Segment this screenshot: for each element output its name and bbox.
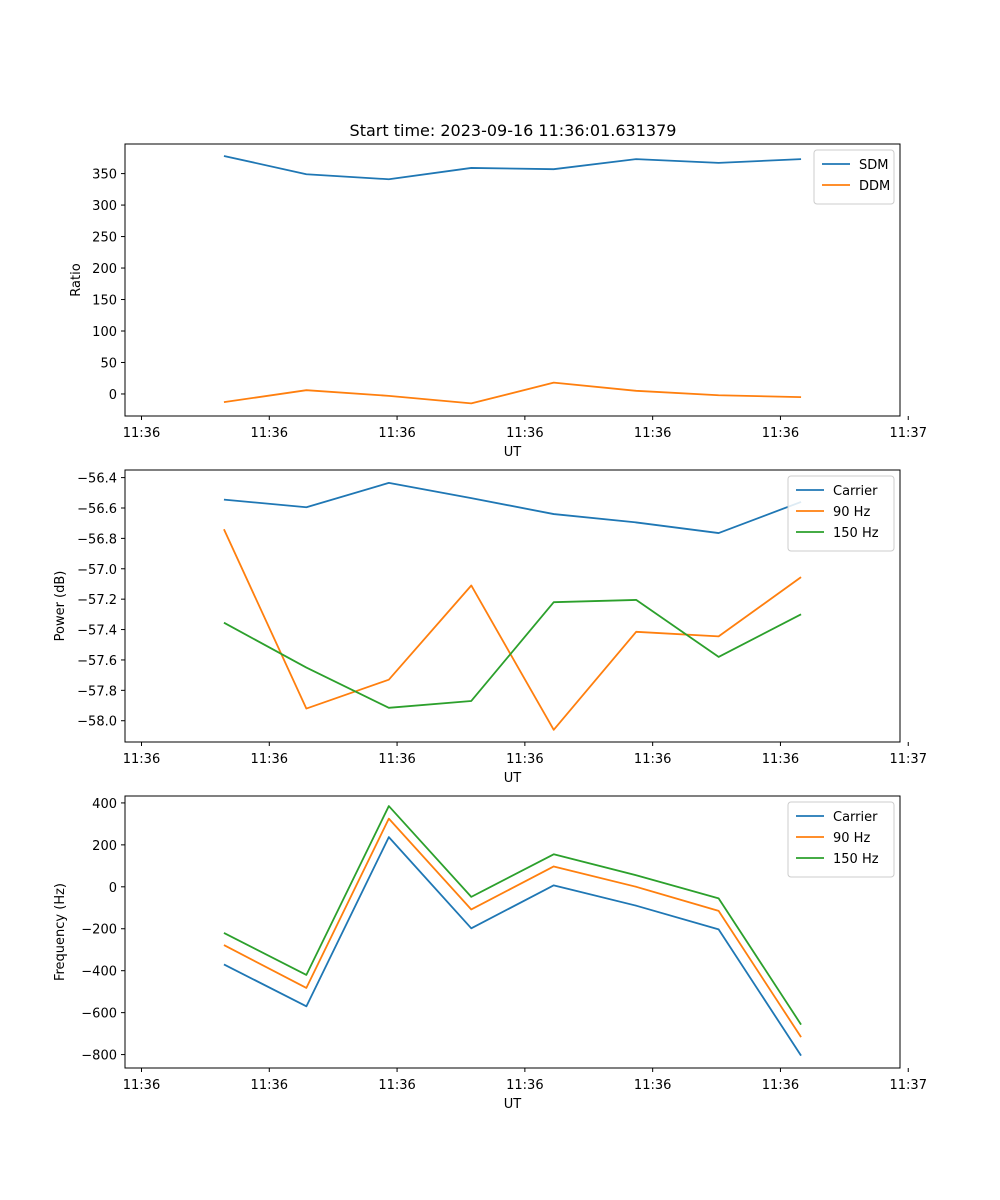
- x-tick-label: 11:36: [634, 1078, 671, 1093]
- x-tick-label: 11:36: [762, 426, 799, 441]
- y-tick-label: −57.4: [77, 624, 117, 639]
- y-tick-label: −57.8: [77, 684, 117, 699]
- legend: Carrier 90 Hz 150 Hz: [787, 475, 895, 552]
- y-tick-label: 250: [92, 231, 117, 246]
- x-tick-label: 11:36: [378, 752, 415, 767]
- x-tick-label: 11:36: [634, 426, 671, 441]
- legend-label: 90 Hz: [833, 505, 870, 520]
- legend: SDM DDM: [813, 149, 895, 205]
- y-tick-label: 300: [92, 199, 117, 214]
- x-axis-label: UT: [504, 1097, 522, 1112]
- x-tick-label: 11:36: [251, 1078, 288, 1093]
- x-tick-label: 11:36: [123, 426, 160, 441]
- x-tick-label: 11:36: [251, 752, 288, 767]
- legend-label: 150 Hz: [833, 526, 879, 541]
- legend: Carrier 90 Hz 150 Hz: [787, 801, 895, 878]
- y-tick-label: 50: [100, 356, 117, 371]
- x-tick-label: 11:36: [634, 752, 671, 767]
- series-line-carrier: [223, 482, 802, 534]
- x-tick-label: 11:36: [506, 1078, 543, 1093]
- legend-label: Carrier: [833, 484, 878, 499]
- y-tick-label: 350: [92, 168, 117, 183]
- x-axis-label: UT: [504, 445, 522, 460]
- legend-label: Carrier: [833, 810, 878, 825]
- y-tick-label: 0: [109, 881, 117, 896]
- legend-label: DDM: [859, 179, 890, 194]
- x-tick-label: 11:36: [378, 1078, 415, 1093]
- x-tick-label: 11:36: [251, 426, 288, 441]
- x-tick-label: 11:37: [890, 426, 927, 441]
- x-axis-label: UT: [504, 771, 522, 786]
- charts: 0 50 100 150 200 250 300 350 11:36 11:36 11:36 11:3…: [53, 143, 927, 1112]
- y-tick-label: 0: [109, 388, 117, 403]
- axes-frame: [124, 469, 901, 743]
- y-tick-label: −200: [81, 923, 117, 938]
- y-tick-label: −56.4: [77, 472, 117, 487]
- series-line-ddm: [223, 381, 802, 405]
- legend-label: SDM: [859, 158, 888, 173]
- y-tick-label: −400: [81, 965, 117, 980]
- series-line-carrier: [223, 836, 802, 1057]
- y-tick-label: −57.6: [77, 654, 117, 669]
- series-line-150-hz: [223, 805, 802, 1026]
- y-tick-label: −57.0: [77, 563, 117, 578]
- y-tick-label: −56.8: [77, 532, 117, 547]
- axes-frame: [124, 795, 901, 1069]
- series-line-sdm: [223, 155, 802, 181]
- x-tick-label: 11:36: [123, 1078, 160, 1093]
- y-axis-label: Power (dB): [53, 571, 68, 642]
- axes-frame: [124, 143, 901, 417]
- y-tick-label: −56.6: [77, 502, 117, 517]
- y-axis-label: Frequency (Hz): [53, 883, 68, 981]
- y-tick-label: 100: [92, 325, 117, 340]
- chart-2: −58.0 −57.8 −57.6 −57.4 −57.2 −57.0 −56.8 −56.6…: [53, 469, 927, 786]
- y-tick-label: 150: [92, 294, 117, 309]
- y-tick-label: 200: [92, 839, 117, 854]
- legend-label: 150 Hz: [833, 852, 879, 867]
- y-tick-label: 200: [92, 262, 117, 277]
- y-tick-label: −57.2: [77, 593, 117, 608]
- figure-title: Start time: 2023-09-16 11:36:01.631379: [350, 121, 677, 140]
- chart-3: −800 −600 −400 −200 0 200 400 11:36 11:36 11:36 11…: [53, 795, 927, 1112]
- series-line-150-hz: [223, 599, 802, 709]
- y-tick-label: −58.0: [77, 715, 117, 730]
- x-tick-label: 11:36: [762, 752, 799, 767]
- y-tick-label: −600: [81, 1007, 117, 1022]
- x-tick-label: 11:36: [123, 752, 160, 767]
- x-tick-label: 11:36: [506, 752, 543, 767]
- y-tick-label: 400: [92, 797, 117, 812]
- series-line-90-hz: [223, 528, 802, 731]
- x-tick-label: 11:37: [890, 752, 927, 767]
- x-tick-label: 11:36: [762, 1078, 799, 1093]
- x-tick-label: 11:36: [378, 426, 415, 441]
- series-line-90-hz: [223, 817, 802, 1038]
- x-tick-label: 11:37: [890, 1078, 927, 1093]
- chart-1: 0 50 100 150 200 250 300 350 11:36 11:36 11:36 11:3…: [69, 143, 927, 460]
- y-tick-label: −800: [81, 1049, 117, 1064]
- legend-label: 90 Hz: [833, 831, 870, 846]
- x-tick-label: 11:36: [506, 426, 543, 441]
- y-axis-label: Ratio: [69, 263, 84, 296]
